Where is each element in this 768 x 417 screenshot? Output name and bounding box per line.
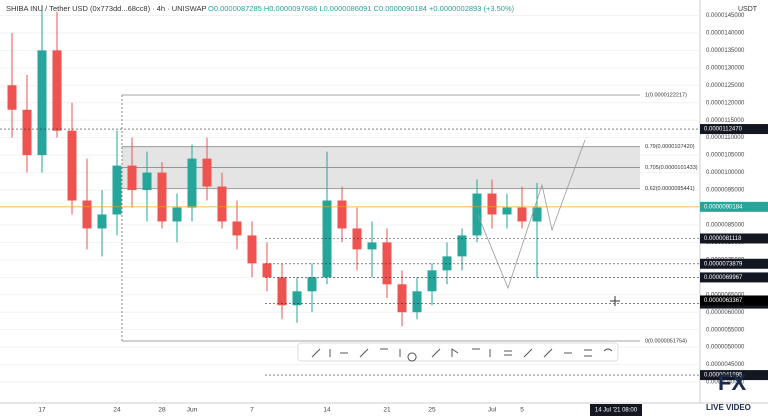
candle-body [247, 235, 257, 264]
candle-body [22, 109, 32, 156]
y-tick-label: 0.0000145000 [706, 13, 745, 19]
candle-body [487, 193, 497, 215]
x-tick-label: Jun [187, 407, 198, 414]
currency: USDT [738, 6, 758, 13]
x-tick-label: 7 [250, 407, 254, 414]
candle-body [502, 207, 512, 215]
y-tick-label: 0.0000055000 [706, 327, 745, 333]
y-tick-label: 0.0000135000 [706, 48, 745, 54]
price-tag-box [700, 124, 768, 135]
candles [7, 5, 542, 327]
last-price-box [700, 201, 768, 212]
fib-label: 0(0.0000051754) [645, 338, 687, 344]
candle-body [457, 235, 467, 257]
candle-body [427, 270, 437, 292]
candle-body [142, 172, 152, 191]
price-tag: 0.0000069967 [704, 275, 743, 281]
x-tick-label: 17 [38, 407, 46, 414]
logo-sub: LIVE VIDEO [706, 403, 751, 412]
candle-body [82, 200, 92, 229]
y-tick-label: 0.0000100000 [706, 170, 745, 176]
fib-label: 1(0.0000122217) [645, 92, 687, 98]
candle-body [382, 242, 392, 285]
toolbar [297, 342, 619, 362]
candle-body [127, 165, 137, 191]
fib-label: 0.62(0.0000095441) [645, 186, 695, 192]
toolbar-icons [311, 348, 613, 362]
x-tick-label: 28 [158, 407, 166, 414]
y-tick-label: 0.0000040000 [706, 380, 745, 386]
candle-body [292, 291, 302, 306]
fib-label: 0.79(0.0000107420) [645, 144, 695, 150]
candle-body [112, 165, 122, 215]
x-tick-label: 14 [323, 407, 331, 414]
y-tick-label: 0.0000085000 [706, 223, 745, 229]
crosshair-time-box [590, 404, 642, 416]
y-tick-label: 0.0000095000 [706, 188, 745, 194]
crosshair-price-box [700, 295, 768, 306]
y-tick-label: 0.0000140000 [706, 31, 745, 37]
last-price: 0.0000090184 [704, 204, 743, 210]
overlays: 0.0000112470 0.0000081118 0.0000073879 0.00… [0, 124, 768, 381]
candle-body [337, 200, 347, 229]
y-tick-label: 0.0000045000 [706, 362, 745, 368]
y-tick-label: 0.0000105000 [706, 153, 745, 159]
candle-body [232, 221, 242, 236]
candle-body [367, 242, 377, 250]
y-tick-label: 0.0000120000 [706, 100, 745, 106]
crosshair-time: 14 Jul '21 08:00 [595, 408, 638, 414]
x-tick-label: Jul [488, 407, 497, 414]
candle-body [172, 207, 182, 222]
candle-body [322, 200, 332, 278]
candle-body [52, 50, 62, 131]
fib-label: 0.705(0.0000101433) [645, 165, 698, 171]
y-tick-label: 0.0000125000 [706, 83, 745, 89]
y-tick-label: 0.0000065000 [706, 292, 745, 298]
candle-body [97, 214, 107, 229]
y-tick-label: 0.0000115000 [706, 118, 745, 124]
candle-body [307, 277, 317, 292]
symbol: SHIBA INU / Tether USD (0x773dd...68cc8)… [6, 4, 207, 13]
price-tag: 0.0000073879 [704, 261, 743, 267]
x-tick-label: 25 [428, 407, 436, 414]
crosshair: 14 Jul '21 08:00 [590, 296, 642, 416]
candle-body [352, 228, 362, 250]
candle-body [262, 263, 272, 278]
candle-body [472, 193, 482, 236]
candle-body [67, 130, 77, 201]
candle-body [7, 85, 17, 110]
y-tick-label: 0.0000060000 [706, 310, 745, 316]
candle-body [442, 256, 452, 271]
y-tick-label: 0.0000130000 [706, 65, 745, 71]
price-tag: 0.0000112470 [704, 127, 743, 133]
price-tag-box [700, 272, 768, 283]
candle-body [517, 207, 527, 222]
candle-body [187, 158, 197, 208]
price-tag-box [700, 370, 768, 381]
candle-body [37, 50, 47, 156]
candle-body [202, 158, 212, 187]
price-tag: 0.0000041995 [704, 373, 743, 379]
price-tag-box [700, 233, 768, 244]
ohlc: O0.0000087285 H0.0000097686 L0.000008609… [208, 4, 515, 13]
candle-body [397, 284, 407, 313]
y-tick-label: 0.0000110000 [706, 135, 745, 141]
candle-body [217, 186, 227, 222]
candle-body [412, 291, 422, 313]
crosshair-price: 0.0000063367 [704, 298, 743, 304]
x-tick-label: 5 [520, 407, 524, 414]
y-tick-label: 0.0000050000 [706, 345, 745, 351]
candle-body [157, 172, 167, 222]
logo: FX [718, 370, 746, 395]
price-tag-box [700, 258, 768, 269]
price-tag: 0.0000081118 [704, 236, 742, 242]
candle-body [277, 277, 287, 306]
candle-body [532, 207, 542, 222]
x-tick-label: 21 [383, 407, 391, 414]
projection-path [477, 139, 586, 290]
drawing-toolbar [297, 342, 619, 362]
x-tick-label: 24 [113, 407, 121, 414]
